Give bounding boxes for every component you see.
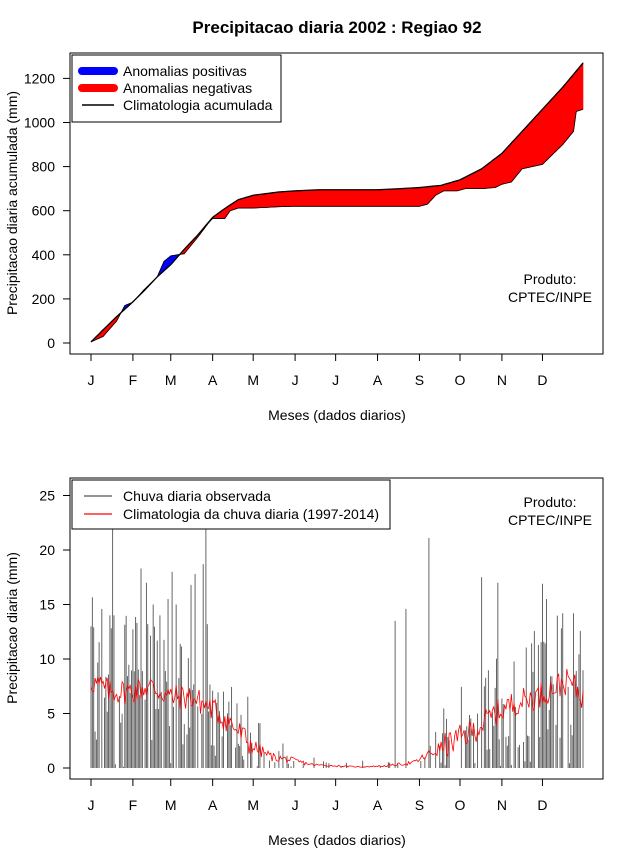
bottom-legend-box <box>71 479 391 530</box>
product-label: Produto: <box>524 271 577 287</box>
x-tick-label: M <box>165 372 177 388</box>
bottom-y-axis: 0 5 10 15 20 25 <box>39 488 71 776</box>
legend-label-negative: Anomalias negativas <box>123 80 252 96</box>
cumulative-lines <box>90 62 584 343</box>
bottom-legend: Chuva diaria observada Climatologia da c… <box>71 479 391 530</box>
product-source-bottom: CPTEC/INPE <box>508 512 592 528</box>
y-tick-label: 0 <box>47 335 55 351</box>
legend-label-climatology: Climatologia acumulada <box>123 97 273 113</box>
x-tick-label: N <box>497 372 507 388</box>
product-label-bottom: Produto: <box>524 494 577 510</box>
x-tick-label: A <box>208 372 218 388</box>
x-tick-label: A <box>373 797 383 813</box>
top-y-axis: 0 200 400 600 800 1000 1200 <box>24 70 71 351</box>
x-tick-label: A <box>208 797 218 813</box>
top-legend: Anomalias positivas Anomalias negativas … <box>71 54 282 123</box>
x-tick-label: F <box>129 372 138 388</box>
x-tick-label: M <box>247 797 259 813</box>
x-tick-label: D <box>537 797 547 813</box>
legend-label-climatology-daily: Climatologia da chuva diaria (1997-2014) <box>123 506 379 522</box>
y-tick-label: 400 <box>32 247 56 263</box>
anomaly-segment <box>581 62 584 111</box>
x-tick-label: J <box>292 797 299 813</box>
series-line-daily-climatology <box>90 668 584 768</box>
chart-title: Precipitacao diaria 2002 : Regiao 92 <box>192 18 481 37</box>
x-tick-label: J <box>332 797 339 813</box>
y-tick-label: 20 <box>39 542 55 558</box>
x-tick-label: S <box>415 797 424 813</box>
climatology-line <box>90 668 584 768</box>
y-tick-label: 1000 <box>24 115 55 131</box>
daily-bars <box>90 511 584 768</box>
y-tick-label: 800 <box>32 159 56 175</box>
x-tick-label: J <box>292 372 299 388</box>
product-source: CPTEC/INPE <box>508 289 592 305</box>
x-tick-label: J <box>88 797 95 813</box>
top-x-axis-label: Meses (dados diarios) <box>268 407 406 423</box>
legend-label-positive: Anomalias positivas <box>123 63 247 79</box>
anomaly-area <box>90 62 584 343</box>
y-tick-label: 10 <box>39 651 55 667</box>
y-tick-label: 0 <box>47 760 55 776</box>
series-line-observed <box>90 108 584 343</box>
series-line-climatology <box>90 62 584 343</box>
x-tick-label: A <box>373 372 383 388</box>
y-tick-label: 600 <box>32 203 56 219</box>
x-tick-label: M <box>247 372 259 388</box>
bottom-x-axis-label: Meses (dados diarios) <box>268 832 406 848</box>
y-tick-label: 15 <box>39 597 55 613</box>
bottom-y-axis-label: Precipitacao diaria (mm) <box>4 552 20 704</box>
x-tick-label: F <box>129 797 138 813</box>
x-tick-label: O <box>455 797 466 813</box>
x-tick-label: S <box>415 372 424 388</box>
x-tick-label: J <box>332 372 339 388</box>
y-tick-label: 25 <box>39 488 55 504</box>
x-tick-label: J <box>88 372 95 388</box>
x-tick-label: O <box>455 372 466 388</box>
y-tick-label: 1200 <box>24 70 55 86</box>
y-tick-label: 200 <box>32 291 56 307</box>
x-tick-label: D <box>537 372 547 388</box>
x-tick-label: N <box>497 797 507 813</box>
top-y-axis-label: Precipitacao diaria acumulada (mm) <box>4 91 20 315</box>
legend-label-observed: Chuva diaria observada <box>123 488 271 504</box>
y-tick-label: 5 <box>47 706 55 722</box>
x-tick-label: M <box>165 797 177 813</box>
